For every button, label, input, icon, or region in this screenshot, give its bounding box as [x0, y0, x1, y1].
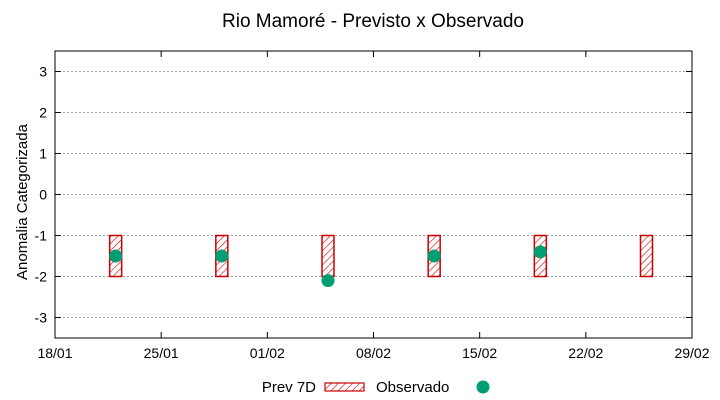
x-tick-label: 18/01 — [37, 345, 72, 361]
legend-label-observed: Observado — [376, 379, 449, 396]
y-tick-label: 0 — [39, 187, 47, 203]
x-tick-label: 01/02 — [250, 345, 285, 361]
legend-marker-observed — [476, 380, 490, 394]
chart-title: Rio Mamoré - Previsto x Observado — [222, 11, 524, 32]
y-tick-labels: 3 2 1 0 -1 -2 -3 — [35, 64, 48, 326]
plot-frame — [54, 50, 693, 339]
observed-series — [109, 245, 547, 288]
legend-swatch-forecast — [324, 382, 365, 392]
y-tick-label: 1 — [39, 146, 47, 162]
axis-ticks — [54, 51, 693, 338]
forecast-interval — [639, 234, 654, 278]
x-tick-label: 08/02 — [356, 345, 391, 361]
grid-lines — [55, 71, 692, 318]
forecast-interval — [321, 234, 335, 278]
legend-label-forecast: Prev 7D — [262, 379, 316, 396]
y-tick-label: 3 — [39, 64, 47, 80]
x-tick-label: 15/02 — [462, 345, 497, 361]
y-tick-label: 2 — [39, 105, 47, 121]
legend: Prev 7D Observado — [262, 379, 490, 396]
x-tick-label: 29/02 — [674, 345, 709, 361]
observed-point — [427, 249, 441, 263]
y-tick-label: -2 — [35, 269, 48, 285]
observed-point — [533, 245, 547, 259]
observed-point — [321, 274, 335, 288]
x-tick-labels: 18/01 25/01 01/02 08/02 15/02 22/02 29/02 — [37, 345, 709, 361]
forecast-series — [108, 234, 654, 278]
observed-point — [215, 249, 229, 263]
y-axis-label: Anomalia Categorizada — [14, 123, 31, 280]
observed-point — [109, 249, 123, 263]
x-tick-label: 25/01 — [144, 345, 179, 361]
x-tick-label: 22/02 — [568, 345, 603, 361]
y-tick-label: -1 — [35, 228, 48, 244]
y-tick-label: -3 — [35, 310, 48, 326]
